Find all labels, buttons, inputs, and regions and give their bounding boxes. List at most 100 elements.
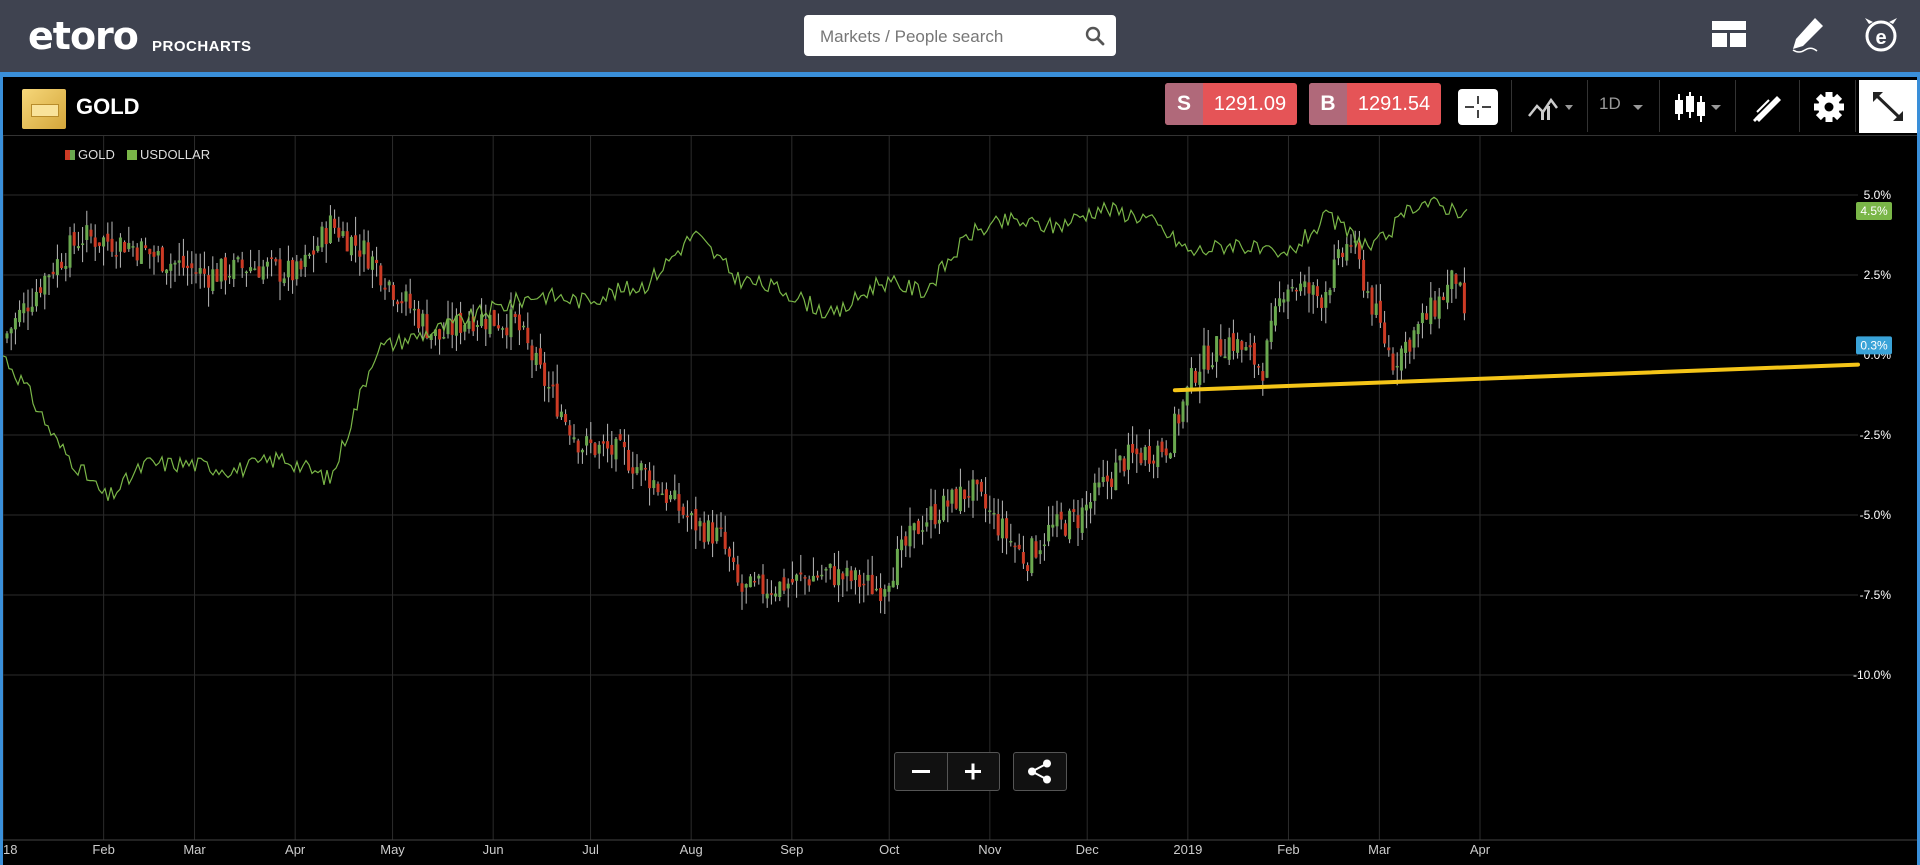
gold-candle bbox=[900, 539, 904, 551]
gear-icon[interactable] bbox=[1807, 82, 1851, 132]
crosshair-icon[interactable] bbox=[1455, 82, 1501, 132]
gold-candle bbox=[1164, 448, 1168, 456]
gold-candle bbox=[211, 269, 215, 291]
search-box[interactable] bbox=[804, 15, 1116, 58]
gold-candle bbox=[303, 254, 307, 267]
gold-candle bbox=[417, 308, 421, 329]
x-tick-label: Mar bbox=[1368, 842, 1391, 857]
gold-candle bbox=[1416, 323, 1420, 335]
gold-candle bbox=[1105, 475, 1109, 482]
gold-candle bbox=[1429, 297, 1433, 325]
gold-candle bbox=[1059, 511, 1063, 520]
gold-candle bbox=[614, 438, 618, 460]
gold-candle bbox=[769, 593, 773, 595]
gold-candle bbox=[1311, 285, 1315, 295]
procharts-label: PROCHARTS bbox=[152, 38, 252, 55]
gold-candle bbox=[1315, 286, 1319, 297]
gold-candle bbox=[1215, 336, 1219, 362]
gold-candle bbox=[13, 318, 17, 330]
gold-candle bbox=[568, 425, 572, 436]
gold-candle bbox=[354, 235, 358, 246]
gold-candle bbox=[904, 536, 908, 546]
gold-candle bbox=[664, 489, 668, 503]
gold-candle bbox=[391, 284, 395, 300]
gold-candle bbox=[55, 259, 59, 276]
gold-candle bbox=[807, 579, 811, 586]
gold-candle bbox=[198, 268, 202, 274]
gold-candle bbox=[992, 512, 996, 515]
toolbar-separator bbox=[1511, 80, 1512, 132]
y-tick-label: -5.0% bbox=[1860, 508, 1892, 522]
pencil-icon[interactable] bbox=[1787, 14, 1827, 54]
gold-candle bbox=[1240, 341, 1244, 350]
search-icon[interactable] bbox=[1084, 25, 1106, 47]
x-tick-label: Sep bbox=[780, 842, 803, 857]
gold-candle bbox=[1395, 365, 1399, 368]
sell-button[interactable]: S 1291.09 bbox=[1165, 83, 1297, 125]
gold-candle bbox=[295, 261, 299, 280]
gold-candle bbox=[9, 328, 13, 334]
gold-candle bbox=[1047, 524, 1051, 542]
gold-candle bbox=[853, 570, 857, 581]
gold-candle bbox=[618, 434, 622, 440]
gold-candle bbox=[677, 494, 681, 511]
gold-candle bbox=[1156, 445, 1160, 468]
fullscreen-icon[interactable] bbox=[1859, 80, 1917, 133]
gold-candle bbox=[706, 520, 710, 542]
chevron-down-icon[interactable] bbox=[1629, 82, 1647, 132]
zoom-out-button[interactable] bbox=[895, 753, 947, 790]
share-button[interactable] bbox=[1013, 752, 1067, 791]
gold-candle bbox=[912, 523, 916, 531]
gold-candle bbox=[551, 384, 555, 387]
etoro-logo[interactable]: etoro bbox=[28, 14, 139, 58]
gold-candle bbox=[97, 242, 101, 246]
buy-button[interactable]: B 1291.54 bbox=[1309, 83, 1441, 125]
gold-candle bbox=[643, 467, 647, 470]
gold-candle bbox=[307, 254, 311, 256]
layout-icon[interactable] bbox=[1709, 14, 1749, 54]
x-tick-label: Jul bbox=[582, 842, 599, 857]
gold-candle bbox=[1336, 249, 1340, 259]
gold-candle bbox=[345, 231, 349, 252]
gold-candle bbox=[249, 267, 253, 272]
gold-candle bbox=[1454, 274, 1458, 284]
gold-candle bbox=[1282, 299, 1286, 303]
candlestick-type-icon[interactable] bbox=[1669, 82, 1725, 132]
gold-candle bbox=[26, 307, 30, 312]
gold-candle bbox=[475, 325, 479, 327]
gold-candle bbox=[606, 441, 610, 449]
timeframe-selector[interactable]: 1D bbox=[1599, 94, 1621, 113]
gold-candle bbox=[1093, 482, 1097, 501]
gold-candle bbox=[530, 345, 534, 361]
gold-candle bbox=[446, 318, 450, 335]
x-tick-label: Feb bbox=[92, 842, 114, 857]
x-tick-label: Dec bbox=[1076, 842, 1100, 857]
gold-candle bbox=[988, 510, 992, 512]
instrument-title: GOLD bbox=[76, 94, 140, 119]
gold-candle bbox=[820, 574, 824, 577]
price-chart[interactable]: 5.0%2.5%0.0%-2.5%-5.0%-7.5%-10.0%2018Feb… bbox=[3, 136, 1917, 865]
gold-candle bbox=[442, 337, 446, 339]
gold-candle bbox=[265, 261, 269, 267]
legend-gold-label: GOLD bbox=[78, 147, 115, 162]
gold-candle bbox=[1370, 287, 1374, 315]
search-input[interactable] bbox=[818, 15, 1082, 58]
gold-candle bbox=[76, 246, 80, 249]
drawing-tools-icon[interactable] bbox=[1747, 82, 1787, 132]
gold-candle bbox=[635, 467, 639, 474]
profile-icon[interactable]: e bbox=[1861, 14, 1901, 54]
gold-candle bbox=[803, 577, 807, 579]
gold-candle bbox=[1139, 452, 1143, 464]
gold-candle bbox=[1173, 413, 1177, 454]
gold-candle bbox=[887, 585, 891, 592]
gold-candle bbox=[824, 568, 828, 571]
gold-candle bbox=[509, 309, 513, 338]
gold-candle bbox=[412, 308, 416, 311]
zoom-in-button[interactable] bbox=[948, 753, 999, 790]
gold-candle bbox=[30, 306, 34, 312]
gold-candle bbox=[1294, 289, 1298, 292]
compare-chart-icon[interactable] bbox=[1521, 82, 1577, 132]
gold-candle bbox=[165, 269, 169, 274]
legend-gold-swatch bbox=[70, 150, 75, 160]
gold-candle bbox=[971, 479, 975, 501]
